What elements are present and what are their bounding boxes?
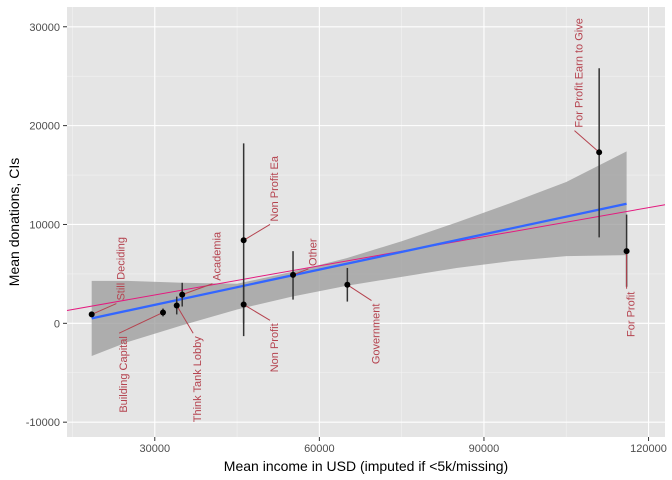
- x-tick-label: 90000: [469, 443, 500, 455]
- x-tick-label: 120000: [630, 443, 667, 455]
- data-point: [160, 309, 167, 316]
- point-label: Academia: [211, 231, 223, 281]
- y-tick-label: 20000: [29, 121, 60, 133]
- fit-line: [91, 202, 627, 320]
- label-leader: [176, 305, 194, 334]
- reference-line: [66, 204, 666, 311]
- y-axis-title: Mean donations, CIs: [6, 158, 22, 286]
- x-axis-ticks: 30000 60000 90000 120000: [139, 437, 667, 455]
- label-leader: [347, 284, 372, 302]
- point-label: Think Tank Lobby: [192, 336, 204, 423]
- data-point: [240, 237, 247, 244]
- y-tick-label: -10000: [26, 417, 60, 429]
- point-label: Government: [370, 304, 382, 365]
- data-point: [240, 301, 247, 308]
- x-axis-title: Mean income in USD (imputed if <5k/missi…: [224, 458, 508, 474]
- y-tick-label: 0: [54, 318, 60, 330]
- point-label: For Profit Earn to Give: [573, 18, 585, 127]
- label-leader: [118, 311, 164, 334]
- point-label: For Profit: [626, 292, 638, 337]
- fit-line-layer: [91, 202, 627, 320]
- point-label: Non Profit: [269, 323, 281, 372]
- point-label: Other: [307, 238, 319, 266]
- point-label: Still Deciding: [115, 237, 127, 301]
- y-tick-label: 10000: [29, 219, 60, 231]
- confidence-band-layer: [91, 151, 627, 356]
- point-layer: [88, 149, 630, 318]
- data-point: [596, 149, 603, 156]
- data-point: [290, 271, 297, 278]
- x-tick-label: 30000: [139, 443, 170, 455]
- x-tick-label: 60000: [304, 443, 335, 455]
- label-leader: [574, 130, 600, 153]
- data-point: [623, 248, 630, 255]
- label-leader: [243, 224, 271, 241]
- data-point: [344, 281, 351, 288]
- point-label: Non Profit Ea: [269, 155, 281, 221]
- y-axis-ticks: -10000 0 10000 20000 30000: [26, 22, 67, 429]
- data-point: [173, 302, 180, 309]
- data-point: [179, 291, 186, 298]
- label-leader-layer: [91, 130, 628, 334]
- point-label: Building Capital: [118, 336, 130, 412]
- point-label-layer: Still Deciding Building Capital Think Tank…: [115, 18, 637, 422]
- label-leader: [91, 303, 117, 315]
- label-leader: [182, 283, 213, 296]
- confidence-band: [91, 151, 627, 356]
- data-point: [88, 311, 95, 318]
- reference-line-layer: [66, 204, 666, 311]
- label-leader: [243, 304, 271, 321]
- y-tick-label: 30000: [29, 22, 60, 34]
